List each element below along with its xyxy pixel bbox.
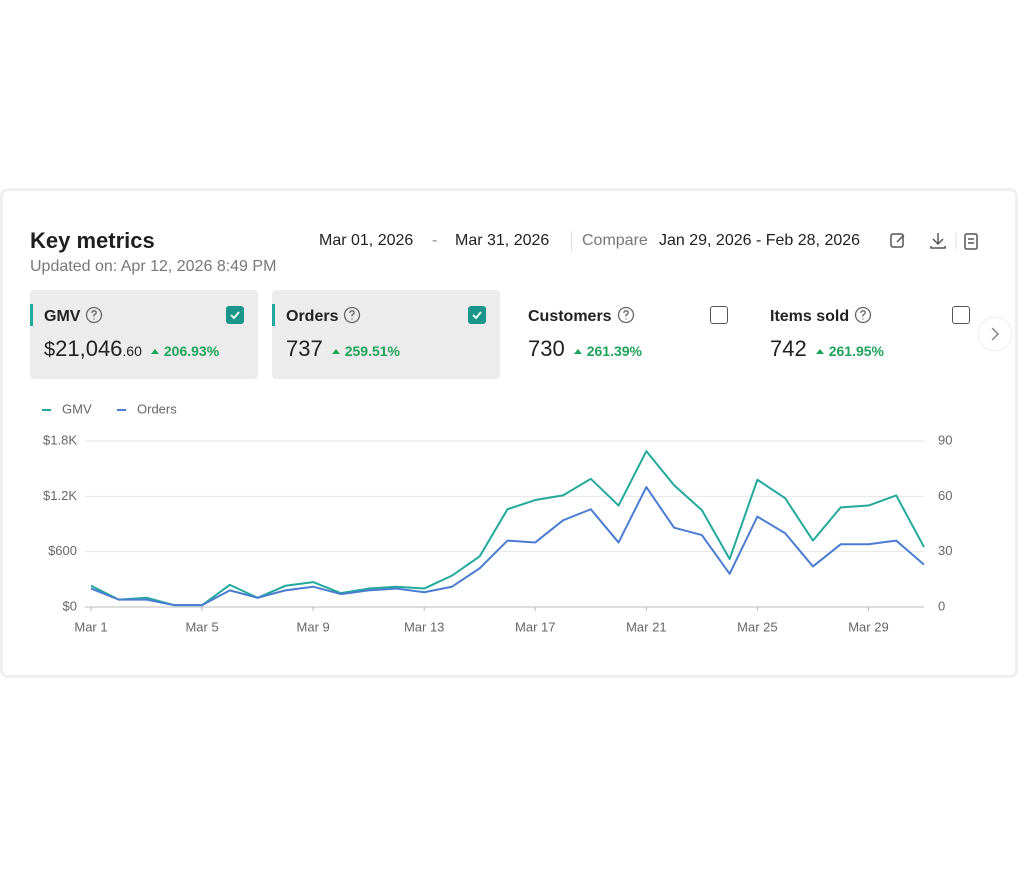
help-mark — [91, 310, 98, 320]
selected-bar — [272, 304, 275, 326]
compare-label: Compare — [582, 232, 648, 249]
change-value: 259.51% — [344, 343, 400, 359]
checkbox[interactable] — [226, 306, 244, 324]
metric-name: Customers — [528, 308, 612, 325]
check-path — [230, 311, 240, 320]
y2-tick-label: 30 — [938, 543, 952, 558]
currency: $ — [44, 339, 56, 361]
title: Key metrics — [30, 228, 155, 253]
selected-bar — [30, 304, 33, 326]
check-mark — [472, 311, 482, 320]
metric-card[interactable]: GMV $21,046.60 206.93% — [30, 290, 258, 379]
y2-tick-label: 60 — [938, 488, 952, 503]
download-icon[interactable] — [930, 233, 946, 249]
metric-card[interactable]: Items sold 742 261.95% — [756, 290, 984, 379]
metric-label: Items sold — [770, 306, 872, 326]
y-tick-label: $1.2K — [43, 488, 77, 503]
metric-card[interactable]: Orders 737 259.51% — [272, 290, 500, 379]
up-arrow — [150, 349, 159, 354]
up-arrow-shape — [150, 349, 159, 354]
up-arrow-shape — [331, 349, 340, 354]
up-arrow — [573, 349, 582, 354]
up-arrow — [815, 349, 824, 354]
toolbar-icons — [890, 233, 978, 250]
compare-range[interactable]: Jan 29, 2026 - Feb 28, 2026 — [659, 232, 861, 249]
help-circle — [344, 306, 361, 324]
change: 259.51% — [331, 343, 400, 359]
help-icon — [344, 306, 361, 324]
help-icon — [617, 306, 634, 324]
value: 737 — [286, 336, 323, 361]
date-end[interactable]: Mar 31, 2026 — [455, 232, 550, 249]
checkbox[interactable] — [952, 306, 970, 324]
y-tick-label: $1.8K — [43, 432, 77, 447]
up-arrow — [331, 349, 340, 354]
cents: .60 — [122, 343, 142, 359]
x-tick-label: Mar 17 — [515, 619, 555, 634]
next-button[interactable] — [976, 316, 1014, 354]
help-circle — [854, 306, 872, 324]
change-value: 261.39% — [586, 343, 642, 359]
y-tick-label: $600 — [48, 543, 77, 558]
metric-label: GMV — [44, 306, 103, 326]
help-icon — [854, 306, 872, 324]
series-line — [90, 450, 925, 607]
up-arrow-shape — [573, 349, 582, 354]
change-value: 261.95% — [828, 343, 884, 359]
date-start[interactable]: Mar 01, 2026 — [319, 232, 414, 249]
x-tick-label: Mar 25 — [737, 619, 777, 634]
series-line — [90, 486, 925, 607]
help-mark — [622, 310, 629, 320]
check-path — [472, 311, 482, 320]
x-tick-label: Mar 21 — [626, 619, 666, 634]
checkbox[interactable] — [468, 306, 486, 324]
value: 742 — [770, 336, 807, 361]
help-mark — [860, 310, 866, 320]
change: 206.93% — [150, 343, 219, 359]
x-tick-label: Mar 9 — [297, 619, 330, 634]
metric-value: $21,046.60 206.93% — [44, 336, 219, 362]
metric-name: GMV — [44, 308, 81, 325]
metric-value: 730 261.39% — [528, 336, 642, 362]
y2-tick-label: 0 — [938, 598, 945, 613]
metric-label: Customers — [528, 306, 635, 326]
x-tick-label: Mar 29 — [848, 619, 888, 634]
legend-label: Orders — [137, 401, 177, 416]
x-tick-label: Mar 1 — [74, 619, 107, 634]
check-mark — [230, 311, 240, 320]
help-icon — [86, 306, 103, 324]
change-value: 206.93% — [163, 343, 220, 359]
edit-icon[interactable] — [890, 233, 905, 248]
metric-label: Orders — [286, 306, 361, 326]
metric-name: Orders — [286, 308, 339, 325]
metric-name: Items sold — [770, 308, 850, 325]
value: 21,046 — [55, 336, 123, 361]
help-circle — [617, 306, 634, 324]
legend-label: GMV — [62, 401, 92, 416]
checkbox[interactable] — [710, 306, 728, 324]
up-arrow-shape — [815, 349, 824, 354]
report-icon[interactable] — [964, 233, 978, 250]
change: 261.95% — [815, 343, 884, 359]
y-tick-label: $0 — [63, 598, 77, 613]
divider — [571, 231, 572, 251]
help-mark — [349, 310, 356, 320]
metric-value: 742 261.95% — [770, 336, 884, 362]
y2-tick-label: 90 — [938, 432, 952, 447]
x-tick-label: Mar 5 — [185, 619, 218, 634]
change: 261.39% — [573, 343, 642, 359]
metric-card[interactable]: Customers 730 261.39% — [514, 290, 742, 379]
value: 730 — [528, 336, 565, 361]
metrics-card — [0, 188, 1018, 678]
help-circle — [86, 306, 103, 324]
chart: $0 $600 $1.2K $1.8K 0 30 60 90 Mar 1 Mar 5 Mar 9 Ma… — [42, 401, 952, 634]
x-tick-label: Mar 13 — [404, 619, 444, 634]
date-sep: - — [432, 232, 438, 249]
metric-value: 737 259.51% — [286, 336, 400, 362]
updated: Updated on: Apr 12, 2026 8:49 PM — [30, 258, 277, 275]
